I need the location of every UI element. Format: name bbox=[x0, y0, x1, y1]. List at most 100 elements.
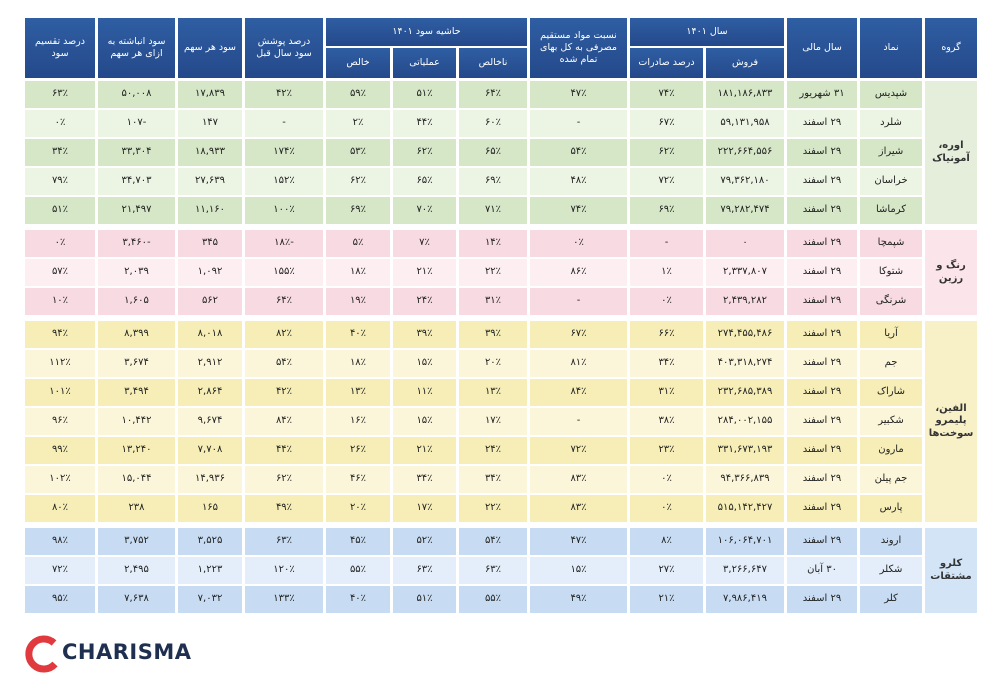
data-cell: ۱۵۵٪ bbox=[245, 259, 323, 286]
data-cell: ۴۹٪ bbox=[245, 495, 323, 522]
data-cell: ۱۸,۹۳۳ bbox=[178, 139, 242, 166]
data-cell: ۱۷,۸۳۹ bbox=[178, 81, 242, 108]
data-cell: -۳,۴۶۰ bbox=[98, 230, 175, 257]
data-cell: ۱۲۰٪ bbox=[245, 557, 323, 584]
data-cell: ۷۰٪ bbox=[393, 197, 456, 224]
data-cell: ۷۲٪ bbox=[25, 557, 95, 584]
data-cell: ۲۹ اسفند bbox=[787, 110, 857, 137]
symbol-cell: شاراک bbox=[860, 379, 922, 406]
data-cell: ۷,۶۳۸ bbox=[98, 586, 175, 613]
data-cell: ۲۳۲,۶۸۵,۳۸۹ bbox=[706, 379, 784, 406]
data-cell: ۴۰۳,۳۱۸,۲۷۴ bbox=[706, 350, 784, 377]
data-cell: ۳۱٪ bbox=[459, 288, 527, 315]
header-cell: ناخالص bbox=[459, 48, 527, 78]
data-cell: ۸۱٪ bbox=[530, 350, 627, 377]
data-cell: ۳۴٪ bbox=[630, 350, 703, 377]
data-cell: ۵۹,۱۳۱,۹۵۸ bbox=[706, 110, 784, 137]
data-cell: ۵۴٪ bbox=[459, 528, 527, 555]
data-cell: ۲۹ اسفند bbox=[787, 197, 857, 224]
header-cell: حاشیه سود ۱۴۰۱ bbox=[326, 18, 527, 46]
symbol-cell: شتوکا bbox=[860, 259, 922, 286]
data-cell: ۲۰٪ bbox=[459, 350, 527, 377]
data-cell: ۶۵٪ bbox=[459, 139, 527, 166]
data-cell: ۲۲۲,۶۶۴,۵۵۶ bbox=[706, 139, 784, 166]
data-cell: ۰٪ bbox=[530, 230, 627, 257]
data-cell: ۲۲٪ bbox=[459, 495, 527, 522]
data-cell: ۴۷٪ bbox=[530, 81, 627, 108]
data-cell: ۱۳٪ bbox=[459, 379, 527, 406]
data-cell: ۲۹ اسفند bbox=[787, 350, 857, 377]
data-cell: ۱۵۲٪ bbox=[245, 168, 323, 195]
data-cell: ۶۹٪ bbox=[630, 197, 703, 224]
data-cell: ۳۳۱,۶۷۳,۱۹۳ bbox=[706, 437, 784, 464]
data-cell: ۸,۰۱۸ bbox=[178, 321, 242, 348]
data-cell: ۲۹ اسفند bbox=[787, 437, 857, 464]
data-cell: ۳۴,۷۰۳ bbox=[98, 168, 175, 195]
data-cell: ۳۹٪ bbox=[393, 321, 456, 348]
data-cell: ۲۹ اسفند bbox=[787, 408, 857, 435]
data-cell: ۶۵٪ bbox=[393, 168, 456, 195]
data-cell: ۲۴٪ bbox=[459, 437, 527, 464]
data-cell: ۷۹,۲۸۲,۴۷۴ bbox=[706, 197, 784, 224]
data-cell: ۵۰,۰۰۸ bbox=[98, 81, 175, 108]
data-cell: ۷۴٪ bbox=[530, 197, 627, 224]
data-cell: ۸۳٪ bbox=[530, 495, 627, 522]
symbol-cell: شرنگی bbox=[860, 288, 922, 315]
data-cell: ۳۳,۳۰۴ bbox=[98, 139, 175, 166]
data-cell: ۷,۷۰۸ bbox=[178, 437, 242, 464]
symbol-cell: خراسان bbox=[860, 168, 922, 195]
header-cell: سال ۱۴۰۱ bbox=[630, 18, 784, 46]
header-cell: سود هر سهم bbox=[178, 18, 242, 78]
data-cell: ۲,۰۳۹ bbox=[98, 259, 175, 286]
data-cell: ۱۰,۴۴۲ bbox=[98, 408, 175, 435]
data-cell: ۲۳٪ bbox=[630, 437, 703, 464]
data-cell: ۱۸۱,۱۸۶,۸۳۳ bbox=[706, 81, 784, 108]
data-cell: ۰٪ bbox=[630, 495, 703, 522]
data-cell: ۰ bbox=[706, 230, 784, 257]
header-cell: نماد bbox=[860, 18, 922, 78]
data-cell: ۴۲٪ bbox=[245, 81, 323, 108]
data-cell: ۷۲٪ bbox=[530, 437, 627, 464]
data-cell: ۲,۴۳۹,۲۸۲ bbox=[706, 288, 784, 315]
data-cell: ۲,۸۶۴ bbox=[178, 379, 242, 406]
data-cell: ۹۸٪ bbox=[25, 528, 95, 555]
data-cell: ۵۴٪ bbox=[530, 139, 627, 166]
data-cell: ۳۱ شهریور bbox=[787, 81, 857, 108]
data-cell: ۴۹٪ bbox=[530, 586, 627, 613]
data-cell: ۶۹٪ bbox=[326, 197, 390, 224]
data-cell: ۵۲٪ bbox=[393, 528, 456, 555]
data-cell: ۱۷٪ bbox=[393, 495, 456, 522]
data-cell: ۱,۲۲۳ bbox=[178, 557, 242, 584]
data-cell: ۶۴٪ bbox=[459, 81, 527, 108]
data-cell: ۵۷٪ bbox=[25, 259, 95, 286]
data-cell: ۷,۰۳۲ bbox=[178, 586, 242, 613]
data-cell: ۷,۹۸۶,۴۱۹ bbox=[706, 586, 784, 613]
data-cell: ۶۲٪ bbox=[326, 168, 390, 195]
symbol-cell: کلر bbox=[860, 586, 922, 613]
data-cell: ۴۷٪ bbox=[530, 528, 627, 555]
data-cell: ۶۶٪ bbox=[630, 321, 703, 348]
data-cell: ۵۱٪ bbox=[393, 586, 456, 613]
data-cell: ۲۹ اسفند bbox=[787, 379, 857, 406]
data-cell: ۱۰۲٪ bbox=[25, 466, 95, 493]
data-cell: ۱۹٪ bbox=[326, 288, 390, 315]
data-cell: ۸٪ bbox=[630, 528, 703, 555]
data-cell: ۲۹ اسفند bbox=[787, 466, 857, 493]
symbol-cell: پارس bbox=[860, 495, 922, 522]
data-cell: ۵۳٪ bbox=[326, 139, 390, 166]
data-cell: ۵۶۲ bbox=[178, 288, 242, 315]
data-cell: ۱۷۴٪ bbox=[245, 139, 323, 166]
data-cell: ۲,۴۹۵ bbox=[98, 557, 175, 584]
data-cell: ۱۳,۲۴۰ bbox=[98, 437, 175, 464]
data-cell: ۲۷۴,۴۵۵,۴۸۶ bbox=[706, 321, 784, 348]
data-cell: ۲۱٪ bbox=[393, 259, 456, 286]
data-cell: - bbox=[530, 408, 627, 435]
data-cell: ۲۴٪ bbox=[393, 288, 456, 315]
header-cell: خالص bbox=[326, 48, 390, 78]
data-cell: ۲۶٪ bbox=[326, 437, 390, 464]
data-cell: ۶۹٪ bbox=[459, 168, 527, 195]
data-cell: ۳۹٪ bbox=[459, 321, 527, 348]
data-cell: ۲۹ اسفند bbox=[787, 321, 857, 348]
data-cell: ۱۵,۰۴۴ bbox=[98, 466, 175, 493]
data-cell: ۰٪ bbox=[25, 110, 95, 137]
